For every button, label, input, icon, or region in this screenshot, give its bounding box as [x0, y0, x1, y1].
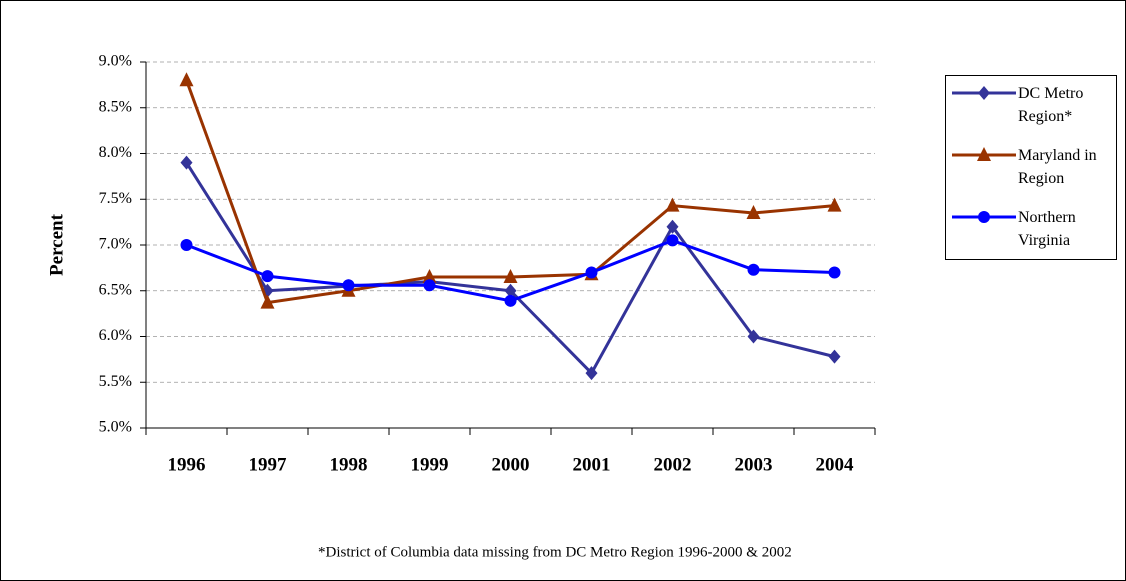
marker: [180, 239, 193, 251]
marker: [827, 197, 842, 212]
marker: [179, 72, 194, 87]
x-tick-label: 1999: [411, 454, 449, 475]
y-tick-label: 8.0%: [99, 144, 132, 161]
marker: [828, 266, 841, 279]
x-tick-label: 1996: [168, 454, 206, 475]
marker: [747, 263, 760, 276]
legend-item: DC Metro Region*: [950, 82, 1114, 128]
x-tick-label: 2001: [573, 454, 611, 475]
legend-label: DC Metro Region*: [1018, 85, 1084, 125]
legend-swatch: [952, 211, 1016, 223]
marker: [504, 294, 517, 307]
marker: [422, 269, 437, 284]
marker: [503, 269, 518, 284]
marker: [504, 283, 517, 298]
marker: [747, 329, 760, 344]
y-tick-label: 9.0%: [99, 53, 132, 70]
marker: [666, 219, 679, 234]
x-tick-label: 2004: [816, 454, 855, 475]
y-tick-label: 7.5%: [99, 190, 132, 207]
marker: [585, 366, 598, 381]
x-tick-label: 1997: [249, 454, 288, 475]
legend-item: Maryland in Region: [950, 144, 1114, 190]
marker: [828, 349, 841, 364]
footnote: *District of Columbia data missing from …: [318, 544, 792, 560]
legend-label: Northern Virginia: [1018, 209, 1076, 249]
legend-label: Maryland in Region: [1018, 147, 1097, 187]
marker: [180, 155, 193, 170]
marker: [261, 270, 274, 283]
legend: DC Metro Region* Maryland in Region Northe…: [945, 75, 1117, 260]
y-tick-label: 6.5%: [99, 281, 132, 298]
marker: [423, 279, 436, 292]
marker: [746, 204, 761, 219]
marker: [665, 197, 680, 212]
x-tick-label: 2000: [492, 454, 530, 475]
x-tick-label: 2003: [735, 454, 773, 475]
y-tick-label: 5.5%: [99, 373, 132, 390]
y-tick-label: 6.0%: [99, 327, 132, 344]
x-tick-label: 2002: [654, 454, 692, 475]
y-tick-label: 5.0%: [99, 419, 132, 436]
marker: [585, 266, 598, 279]
y-tick-label: 8.5%: [99, 98, 132, 115]
marker: [978, 211, 990, 223]
y-axis-title: Percent: [46, 213, 67, 276]
x-tick-label: 1998: [330, 454, 368, 475]
legend-item: Northern Virginia: [950, 206, 1114, 252]
legend-swatch: [952, 86, 1016, 100]
marker: [666, 234, 679, 247]
marker: [260, 294, 275, 309]
marker: [342, 279, 355, 292]
legend-swatch: [952, 147, 1016, 161]
marker: [977, 147, 991, 161]
marker: [978, 86, 990, 100]
y-tick-label: 7.0%: [99, 236, 132, 253]
